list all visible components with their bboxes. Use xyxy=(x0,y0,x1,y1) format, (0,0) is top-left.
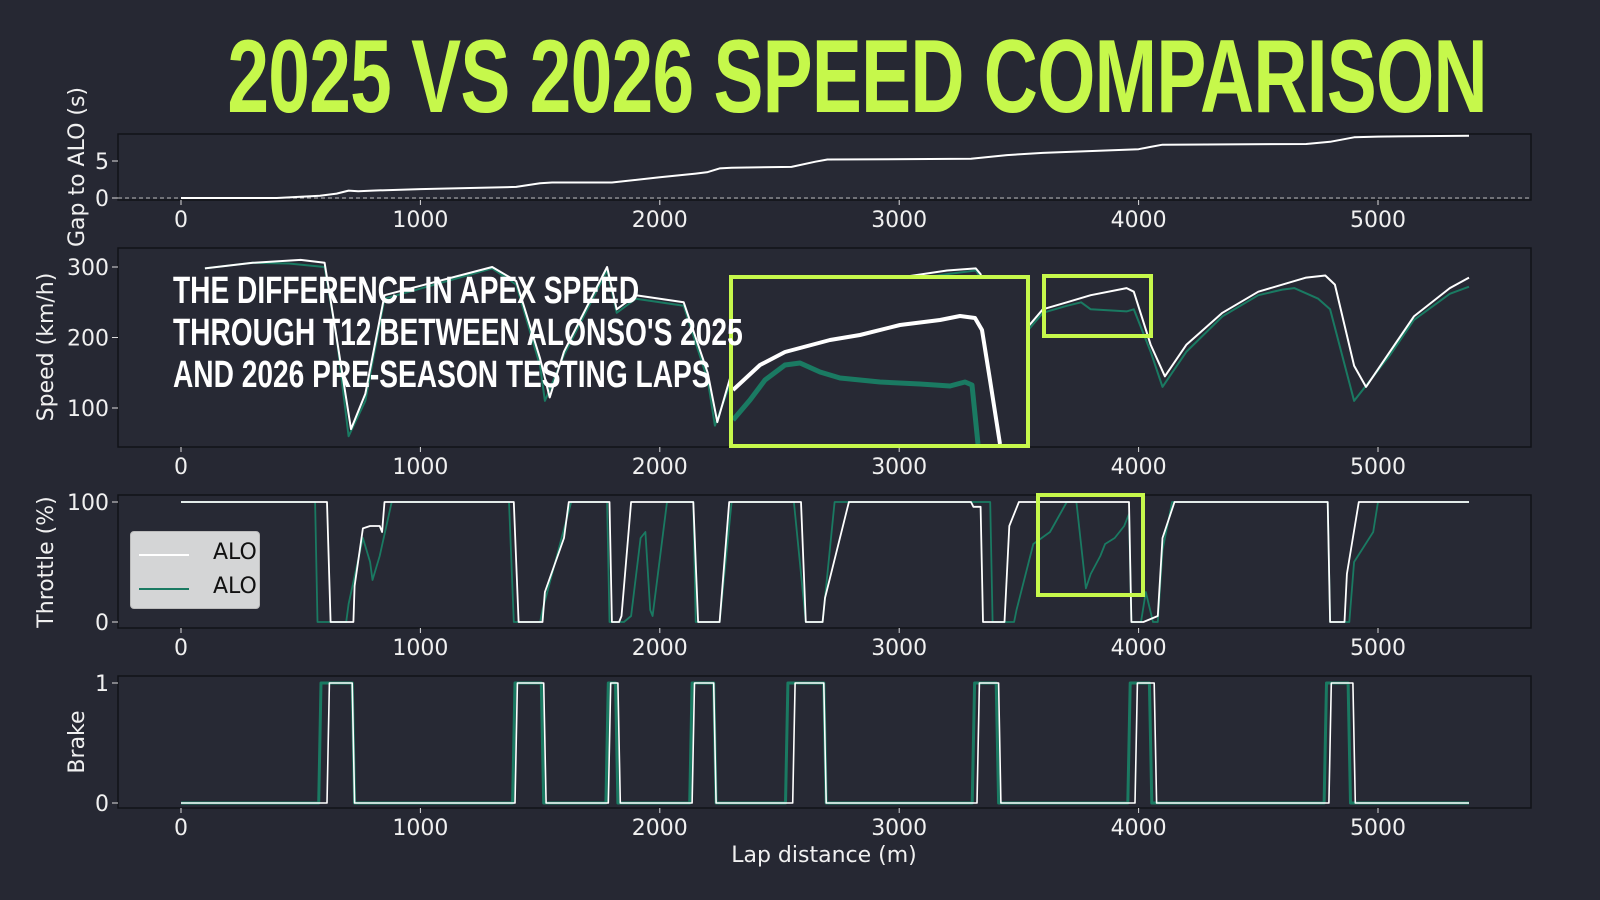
x-tick-label: 3000 xyxy=(871,455,927,480)
x-tick-label: 4000 xyxy=(1111,208,1167,233)
highlight-box xyxy=(729,275,1030,448)
x-tick-label: 3000 xyxy=(871,208,927,233)
y-tick-label: 5 xyxy=(95,150,109,175)
y-tick-label: 100 xyxy=(67,397,109,422)
y-tick-label: 200 xyxy=(67,327,109,352)
y-axis-label: Speed (km/h) xyxy=(34,273,59,422)
series-lines xyxy=(118,134,1531,805)
x-tick-label: 5000 xyxy=(1350,208,1406,233)
x-tick-label: 1000 xyxy=(392,816,448,841)
y-axis-label: Brake xyxy=(65,710,90,773)
x-tick-label: 3000 xyxy=(871,636,927,661)
legend-item-2026: ALO xyxy=(139,574,257,604)
y-tick-label: 0 xyxy=(95,611,109,636)
x-tick-label: 0 xyxy=(174,455,188,480)
x-tick-label: 1000 xyxy=(392,455,448,480)
y-tick-label: 100 xyxy=(67,491,109,516)
highlight-box xyxy=(1042,274,1153,338)
legend-label: ALO xyxy=(213,574,257,599)
x-tick-label: 5000 xyxy=(1350,455,1406,480)
series-line xyxy=(204,258,1470,431)
x-tick-label: 3000 xyxy=(871,816,927,841)
x-tick-label: 2000 xyxy=(632,816,688,841)
x-tick-label: 1000 xyxy=(392,636,448,661)
inset-background xyxy=(731,277,1028,446)
x-tick-label: 4000 xyxy=(1111,455,1167,480)
series-line xyxy=(181,501,1469,623)
x-tick-label: 2000 xyxy=(632,455,688,480)
inset-line-2026 xyxy=(731,360,981,445)
inset-line-2025 xyxy=(731,314,1002,445)
highlight-box xyxy=(1036,493,1145,597)
panel-frame xyxy=(117,133,1532,201)
x-tick-label: 0 xyxy=(174,208,188,233)
y-tick-label: 1 xyxy=(95,672,109,697)
x-tick-label: 0 xyxy=(174,636,188,661)
legend-swatch-green xyxy=(139,588,189,590)
x-tick-label: 5000 xyxy=(1350,636,1406,661)
y-tick-label: 0 xyxy=(95,792,109,817)
annotation-line-1: THE DIFFERENCE IN APEX SPEED xyxy=(173,270,640,312)
x-axis-label: Lap distance (m) xyxy=(731,843,917,868)
x-tick-label: 2000 xyxy=(632,208,688,233)
series-line xyxy=(181,134,1470,199)
series-line xyxy=(181,682,1469,804)
series-line xyxy=(204,261,1470,438)
annotation-text: THE DIFFERENCE IN APEX SPEED THROUGH T12… xyxy=(173,270,743,396)
legend: ALO ALO xyxy=(130,531,260,609)
x-tick-label: 4000 xyxy=(1111,636,1167,661)
x-tick-label: 0 xyxy=(174,816,188,841)
legend-swatch-white xyxy=(139,554,189,556)
x-tick-label: 1000 xyxy=(392,208,448,233)
x-tick-label: 5000 xyxy=(1350,816,1406,841)
highlight-boxes xyxy=(729,274,1153,597)
y-axis-label: Throttle (%) xyxy=(34,496,59,628)
x-tick-label: 2000 xyxy=(632,636,688,661)
y-tick-label: 0 xyxy=(95,187,109,212)
page-title: 2025 VS 2026 SPEED COMPARISON xyxy=(227,19,1487,135)
legend-label: ALO xyxy=(213,540,257,565)
x-tick-label: 4000 xyxy=(1111,816,1167,841)
annotation-line-2: THROUGH T12 BETWEEN ALONSO'S 2025 xyxy=(173,312,743,354)
legend-item-2025: ALO xyxy=(139,540,257,570)
annotation-line-3: AND 2026 PRE-SEASON TESTING LAPS xyxy=(173,354,711,396)
y-axis-label: Gap to ALO (s) xyxy=(65,87,90,247)
y-tick-label: 300 xyxy=(67,256,109,281)
